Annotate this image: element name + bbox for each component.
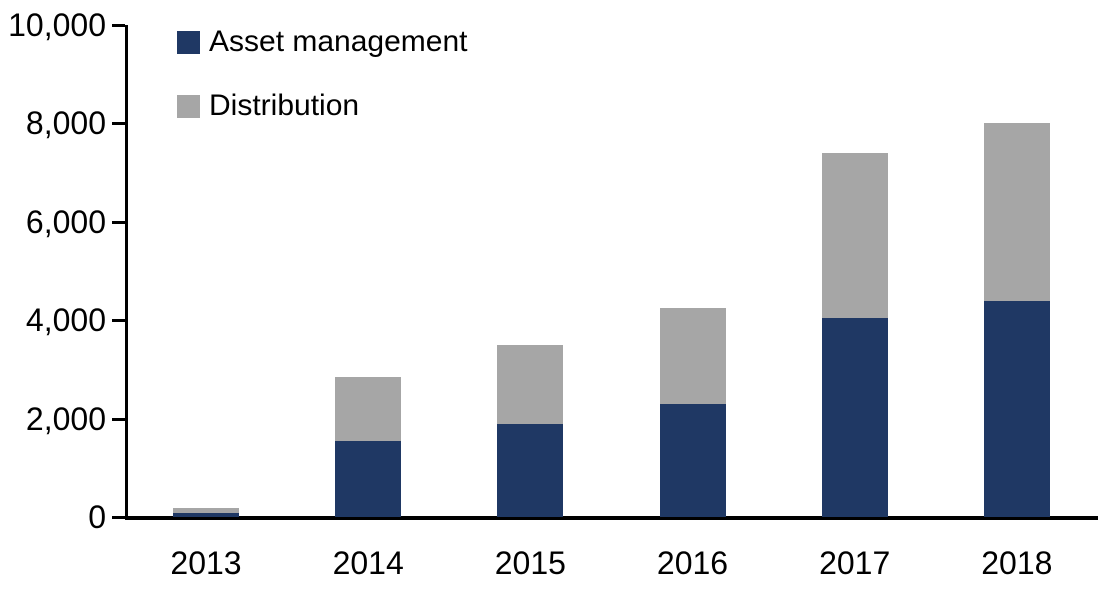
y-axis-tick-label: 2,000	[25, 400, 106, 437]
legend: Asset management Distribution	[177, 27, 467, 121]
y-axis-tick-label: 6,000	[25, 203, 106, 240]
legend-label: Asset management	[209, 25, 468, 58]
bar-segment-distribution-2018	[983, 123, 1050, 301]
x-axis-label-2014: 2014	[332, 545, 404, 581]
y-axis-tick	[112, 417, 125, 421]
legend-item-distribution: Distribution	[177, 91, 467, 121]
bar-group-2014	[335, 0, 402, 517]
bar-segment-distribution-2017	[821, 152, 888, 318]
x-axis-label-2016: 2016	[656, 545, 729, 581]
bar-group-2013	[173, 0, 240, 517]
bar-segment-asset-management-2017	[821, 317, 888, 517]
distribution-swatch-icon	[177, 94, 200, 118]
x-axis-label-2015: 2015	[494, 545, 566, 581]
bar-segment-asset-management-2018	[983, 300, 1050, 517]
bar-segment-asset-management-2013	[173, 513, 240, 517]
y-axis-tick	[112, 122, 125, 126]
x-axis-label-2013: 2013	[170, 545, 242, 581]
y-axis-line	[125, 25, 128, 520]
bar-group-2015	[497, 0, 564, 517]
y-axis-tick	[112, 319, 125, 323]
y-axis-tick-label: 10,000	[8, 7, 106, 43]
bar-segment-distribution-2013	[173, 508, 240, 514]
bar-segment-distribution-2015	[497, 344, 564, 424]
bar-group-2018	[983, 0, 1050, 517]
bar-segment-distribution-2016	[659, 307, 726, 404]
y-axis-tick	[112, 24, 125, 27]
y-axis-tick-label: 0	[88, 499, 106, 535]
y-axis-tick-label: 8,000	[25, 105, 106, 142]
legend-item-asset-management: Asset management	[177, 27, 467, 57]
bar-segment-asset-management-2016	[659, 403, 726, 517]
legend-label: Distribution	[209, 89, 360, 122]
bar-group-2016	[659, 0, 726, 517]
bar-segment-asset-management-2015	[497, 423, 564, 517]
x-axis-label-2018: 2018	[981, 545, 1053, 581]
y-axis-tick	[112, 516, 125, 519]
bar-segment-distribution-2014	[335, 376, 402, 441]
y-axis-tick-label: 4,000	[25, 302, 106, 339]
asset-management-swatch-icon	[177, 30, 200, 54]
y-axis-tick	[112, 220, 125, 224]
x-axis-label-2017: 2017	[819, 545, 891, 581]
bar-group-2017	[821, 0, 888, 517]
bar-segment-asset-management-2014	[335, 440, 402, 517]
x-axis-line	[125, 516, 1098, 520]
